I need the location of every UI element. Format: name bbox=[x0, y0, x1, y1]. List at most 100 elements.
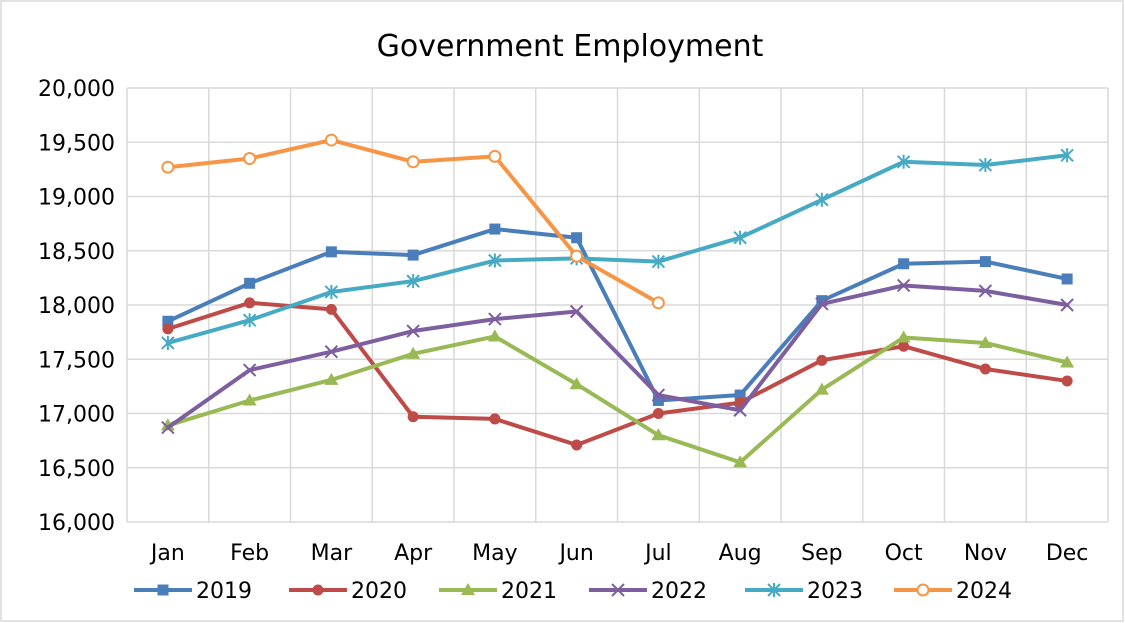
data-point bbox=[324, 284, 339, 299]
y-tick-label: 18,500 bbox=[38, 240, 115, 265]
y-tick-label: 20,000 bbox=[38, 77, 115, 102]
data-point bbox=[898, 258, 910, 270]
x-tick-label: Dec bbox=[1046, 541, 1089, 566]
data-point bbox=[1061, 273, 1073, 285]
series-lines bbox=[160, 133, 1075, 468]
series-line bbox=[165, 153, 1070, 345]
data-point bbox=[324, 344, 339, 359]
y-tick-label: 16,500 bbox=[38, 457, 115, 482]
series-line bbox=[165, 334, 1070, 465]
data-point bbox=[816, 295, 828, 307]
legend-item: 2020 bbox=[289, 579, 407, 604]
y-tick-label: 19,000 bbox=[38, 186, 115, 211]
data-point bbox=[1060, 298, 1074, 312]
data-point bbox=[161, 160, 175, 174]
data-point bbox=[816, 354, 828, 366]
legend-item: 2021 bbox=[439, 579, 557, 604]
data-point bbox=[325, 303, 337, 315]
series-2022 bbox=[161, 278, 1074, 435]
data-point bbox=[978, 284, 993, 298]
data-point bbox=[896, 278, 911, 293]
x-tick-label: Jul bbox=[643, 541, 672, 566]
data-point bbox=[569, 377, 584, 390]
data-point bbox=[651, 428, 666, 441]
data-point bbox=[733, 230, 747, 245]
data-point bbox=[488, 312, 502, 326]
x-tick-label: May bbox=[472, 541, 517, 566]
data-point bbox=[733, 455, 748, 468]
series-2020 bbox=[162, 297, 1073, 451]
data-point bbox=[406, 324, 420, 338]
x-tick-label: Feb bbox=[230, 541, 269, 566]
data-point bbox=[978, 335, 993, 348]
y-tick-label: 18,000 bbox=[38, 294, 115, 319]
legend-marker bbox=[916, 583, 930, 597]
legend-label: 2019 bbox=[196, 579, 252, 604]
legend-marker bbox=[461, 583, 475, 595]
data-point bbox=[325, 246, 337, 258]
data-point bbox=[162, 323, 174, 335]
y-tick-label: 19,500 bbox=[38, 131, 115, 156]
data-point bbox=[242, 363, 257, 377]
legend-item: 2024 bbox=[894, 579, 1012, 604]
data-point bbox=[978, 158, 993, 173]
data-point bbox=[651, 254, 666, 269]
legend-label: 2024 bbox=[956, 579, 1012, 604]
x-tick-label: Oct bbox=[885, 541, 923, 566]
data-point bbox=[651, 388, 666, 402]
x-tick-label: Aug bbox=[719, 541, 762, 566]
data-point bbox=[569, 304, 584, 319]
data-point bbox=[652, 408, 664, 419]
data-point bbox=[243, 152, 257, 166]
legend: 2019 2020 2021 2022 2023 2024 bbox=[134, 579, 1012, 604]
x-axis-tick-labels: Jan Feb Mar Apr May Jun Jul Aug Sep Oct Nov Dec bbox=[149, 541, 1089, 566]
data-point bbox=[162, 315, 174, 327]
data-point bbox=[324, 372, 339, 385]
data-point bbox=[161, 420, 175, 435]
legend-marker bbox=[157, 584, 169, 596]
data-point bbox=[244, 277, 256, 289]
data-point bbox=[488, 253, 502, 268]
data-point bbox=[324, 133, 338, 147]
data-point bbox=[407, 411, 419, 423]
data-point bbox=[406, 346, 421, 359]
x-tick-label: Jun bbox=[557, 541, 593, 566]
x-tick-label: Jan bbox=[149, 541, 185, 566]
series-line bbox=[165, 300, 1070, 447]
legend-marker bbox=[312, 584, 324, 596]
x-tick-label: Apr bbox=[394, 541, 433, 566]
data-point bbox=[161, 335, 175, 350]
legend-item: 2019 bbox=[134, 579, 252, 604]
data-point bbox=[896, 154, 911, 169]
data-point bbox=[487, 329, 502, 342]
data-point bbox=[407, 249, 419, 261]
series-2019 bbox=[162, 223, 1073, 406]
data-point bbox=[1060, 148, 1074, 163]
data-point bbox=[570, 249, 584, 263]
data-point bbox=[815, 192, 829, 207]
data-point bbox=[651, 296, 665, 310]
data-point bbox=[898, 340, 910, 352]
x-tick-label: Mar bbox=[311, 541, 353, 566]
series-line bbox=[165, 283, 1070, 430]
series-2023 bbox=[161, 148, 1074, 350]
data-point bbox=[815, 297, 829, 311]
series-line bbox=[165, 227, 1070, 403]
data-point bbox=[1060, 355, 1075, 368]
data-point bbox=[814, 382, 829, 395]
data-point bbox=[734, 389, 746, 401]
legend-item: 2022 bbox=[589, 579, 707, 604]
legend-marker bbox=[611, 583, 625, 597]
series-2021 bbox=[160, 329, 1075, 468]
legend-label: 2020 bbox=[351, 579, 407, 604]
y-axis-tick-labels: 16,000 16,500 17,000 17,500 18,000 18,500 19,0… bbox=[38, 77, 115, 536]
data-point bbox=[242, 393, 257, 406]
legend-label: 2023 bbox=[807, 579, 863, 604]
data-point bbox=[979, 363, 991, 375]
data-point bbox=[244, 297, 256, 309]
y-tick-label: 17,500 bbox=[38, 348, 115, 373]
data-point bbox=[489, 413, 501, 425]
y-tick-label: 17,000 bbox=[38, 403, 115, 428]
